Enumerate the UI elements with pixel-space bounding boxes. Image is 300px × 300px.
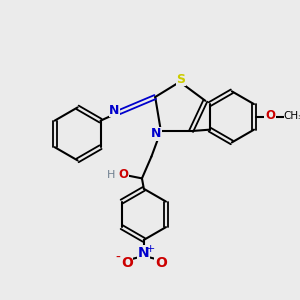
Text: +: + [146, 244, 155, 254]
Text: O: O [121, 256, 133, 270]
Text: N: N [151, 128, 161, 140]
Text: N: N [138, 246, 150, 260]
Text: N: N [109, 104, 120, 117]
Text: H: H [106, 169, 115, 180]
Text: CH₃: CH₃ [283, 111, 300, 121]
Text: -: - [116, 251, 121, 265]
Text: O: O [118, 168, 128, 181]
Text: O: O [265, 110, 275, 122]
Text: S: S [176, 73, 185, 85]
Text: O: O [155, 256, 167, 270]
